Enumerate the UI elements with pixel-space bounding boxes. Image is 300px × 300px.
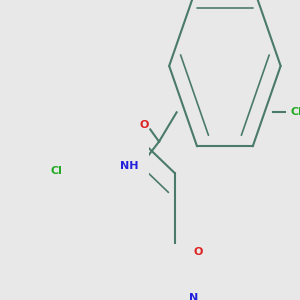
- Text: Cl: Cl: [291, 107, 300, 117]
- Text: NH: NH: [120, 161, 139, 171]
- Text: Cl: Cl: [50, 166, 62, 176]
- Text: O: O: [140, 119, 149, 130]
- Text: N: N: [190, 293, 199, 300]
- Text: O: O: [194, 247, 203, 256]
